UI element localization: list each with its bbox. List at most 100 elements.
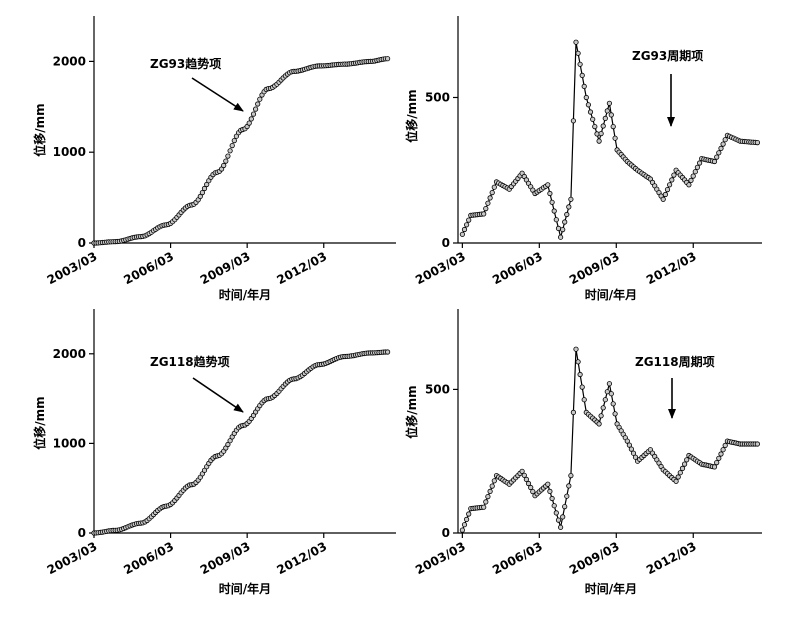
panel-annotation: ZG93周期项: [632, 48, 703, 63]
data-point: [684, 457, 690, 463]
data-point: [722, 442, 728, 448]
panel-zg118-periodic: ZG118周期项 时间/年月 位移/mm 0 500 2003/03 2006/03 2…: [404, 309, 762, 596]
data-point: [519, 468, 525, 474]
data-point: [562, 503, 568, 510]
data-point: [463, 222, 470, 228]
data-point: [489, 483, 495, 489]
data-point: [487, 195, 493, 201]
x-tick-label: 2009/03: [198, 539, 253, 577]
data-point: [562, 219, 568, 225]
data-point: [564, 211, 570, 218]
data-point: [716, 455, 722, 461]
x-tick-label: 2009/03: [198, 249, 253, 287]
panel-annotation: ZG118周期项: [635, 354, 715, 369]
data-point: [671, 172, 677, 178]
data-point: [225, 153, 231, 159]
data-point: [481, 211, 487, 217]
data-point: [602, 397, 608, 403]
data-point: [231, 138, 237, 144]
data-point: [564, 493, 570, 499]
data-point: [688, 177, 694, 183]
data-point: [716, 150, 722, 156]
data-point: [204, 181, 210, 188]
data-point: [525, 480, 532, 487]
x-axis-title: 时间/年月: [585, 581, 637, 596]
data-point: [575, 359, 581, 365]
x-tick-label: 2012/03: [644, 249, 699, 287]
data-point: [602, 115, 608, 122]
panel-zg93-trend: ZG93趋势项 时间/年月 位移/mm 0 1000 2000 2003/03 2006…: [32, 16, 396, 302]
data-point: [545, 481, 551, 487]
x-tick-label: 2006/03: [121, 249, 176, 287]
data-point: [596, 138, 602, 144]
data-point: [573, 346, 579, 352]
y-axis-title: 位移/mm: [32, 103, 47, 156]
data-point: [229, 143, 235, 149]
x-axis-title: 时间/年月: [585, 287, 637, 302]
data-point: [606, 100, 613, 106]
data-point: [551, 503, 557, 509]
panel-annotation: ZG93趋势项: [150, 56, 221, 71]
data-point: [384, 349, 391, 355]
x-axis-title: 时间/年月: [219, 287, 271, 302]
data-point: [549, 495, 555, 502]
data-point: [481, 504, 487, 510]
data-point: [714, 154, 720, 160]
data-point: [221, 162, 227, 169]
data-point: [720, 141, 726, 147]
x-tick-label: 2012/03: [274, 539, 329, 577]
y-tick-label: 500: [425, 382, 450, 396]
data-point: [581, 397, 587, 403]
data-point: [555, 517, 562, 523]
data-point: [201, 185, 208, 192]
data-point: [547, 488, 553, 494]
data-point: [604, 389, 610, 395]
panel-zg118-trend: ZG118趋势项 时间/年月 位移/mm 0 1000 2000 2003/03 200…: [32, 309, 396, 596]
data-point: [720, 447, 726, 453]
data-point: [592, 124, 598, 130]
x-tick-label: 2012/03: [644, 539, 699, 577]
data-point: [530, 488, 536, 495]
data-point: [681, 461, 688, 467]
data-point: [545, 182, 551, 188]
data-point: [197, 193, 203, 199]
x-tick-label: 2003/03: [413, 249, 468, 287]
data-point: [577, 61, 583, 67]
data-point: [257, 96, 263, 102]
x-tick-label: 2003/03: [413, 539, 468, 577]
data-point: [711, 158, 718, 165]
data-point: [579, 384, 585, 390]
data-point: [673, 478, 679, 484]
data-point: [557, 234, 564, 240]
data-point: [553, 217, 559, 223]
data-point: [570, 409, 577, 415]
data-point: [664, 187, 671, 193]
data-point: [225, 441, 231, 448]
data-point: [612, 411, 618, 417]
plot-area: 0 500 2003/03 2006/03 2009/03 2012/03: [413, 309, 762, 577]
data-point: [570, 118, 577, 124]
data-point: [547, 190, 553, 197]
y-tick-label: 0: [442, 526, 450, 540]
data-point: [523, 476, 530, 482]
data-point: [199, 190, 205, 196]
x-tick-label: 2009/03: [567, 539, 622, 577]
data-point: [384, 56, 391, 62]
data-point: [581, 83, 587, 90]
data-point: [722, 137, 728, 143]
data-point: [248, 116, 254, 122]
data-point: [485, 493, 491, 500]
data-point: [686, 182, 692, 188]
data-point: [669, 177, 675, 183]
data-point: [590, 116, 596, 122]
data-point: [485, 200, 491, 206]
data-point: [585, 102, 592, 108]
y-tick-label: 1000: [53, 145, 86, 159]
x-tick-label: 2006/03: [121, 539, 176, 577]
x-tick-label: 2012/03: [274, 249, 329, 287]
y-axis-title: 位移/mm: [32, 396, 47, 449]
data-point: [483, 206, 489, 212]
data-point: [598, 413, 604, 419]
data-point: [587, 109, 594, 115]
